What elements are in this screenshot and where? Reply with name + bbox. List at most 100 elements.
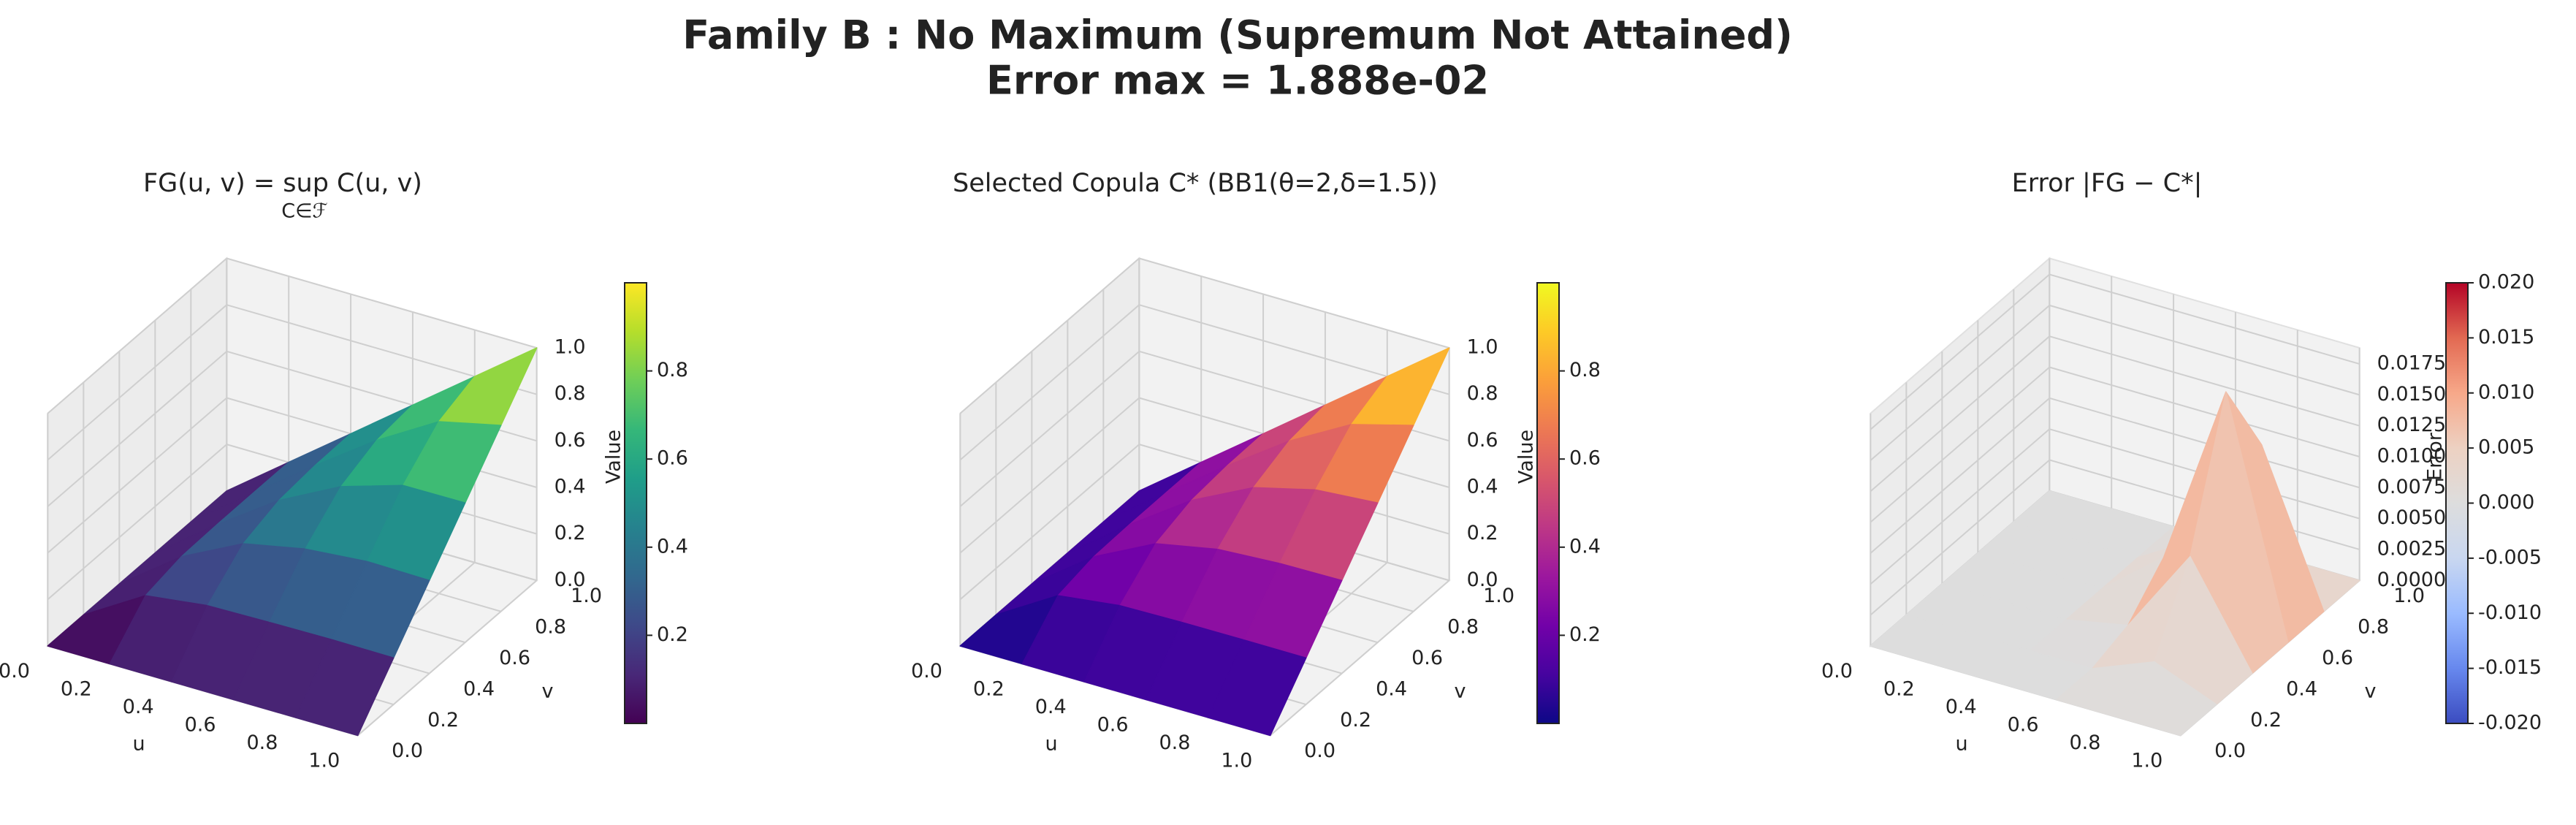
x-tick-label: 1.0 — [2131, 750, 2162, 772]
x-tick-label: 0.4 — [1946, 696, 1977, 718]
x-axis-label: u — [1955, 732, 1967, 755]
colorbar — [624, 282, 647, 724]
z-tick-label: 0.6 — [555, 429, 586, 452]
x-tick-label: 0.6 — [1097, 714, 1129, 737]
surface-patch — [1208, 639, 1307, 737]
y-tick-label: 0.8 — [2358, 615, 2389, 638]
y-axis-label: v — [541, 680, 553, 703]
colorbar-tick-label: 0.020 — [2478, 271, 2534, 294]
y-tick-label: 1.0 — [2393, 585, 2425, 607]
y-tick-label: 0.8 — [1447, 615, 1479, 638]
z-tick-label: 0.2 — [1467, 522, 1498, 544]
x-tick-label: 0.2 — [1883, 678, 1915, 701]
colorbar-tick-label: 0.005 — [2478, 436, 2534, 459]
y-tick-label: 0.2 — [427, 709, 459, 731]
z-tick-label: 0.8 — [1467, 382, 1498, 405]
z-tick-label: 1.0 — [555, 336, 586, 359]
x-tick-label: 1.0 — [1221, 750, 1252, 772]
z-tick-label: 0.2 — [555, 522, 586, 544]
colorbar-tick-label: 0.4 — [657, 535, 688, 558]
grid-line — [1139, 257, 1449, 349]
colorbar-tick-label: 0.6 — [1569, 447, 1601, 470]
z-tick-label: 0.0000 — [2377, 569, 2446, 591]
y-tick-label: 0.0 — [1304, 740, 1335, 762]
y-tick-label: 0.0 — [2214, 740, 2246, 762]
z-tick-label: 0.4 — [555, 475, 586, 498]
colorbar-tick-label: -0.005 — [2478, 546, 2542, 569]
x-tick-label: 0.2 — [61, 678, 92, 701]
x-tick-label: 0.8 — [2069, 731, 2100, 754]
grid-line — [959, 444, 1140, 601]
colorbar-tick-label: -0.010 — [2478, 601, 2542, 624]
x-tick-label: 0.6 — [2008, 714, 2039, 737]
x-tick-label: 0.0 — [0, 660, 30, 683]
grid-line — [226, 257, 537, 349]
grid-line — [959, 351, 1140, 507]
colorbar-tick-label: -0.015 — [2478, 656, 2542, 679]
surface-patch — [295, 639, 395, 737]
colorbar-tick-label: 0.4 — [1569, 535, 1601, 558]
grid-line — [47, 351, 227, 507]
grid-line — [2049, 397, 2360, 489]
z-tick-label: 0.0050 — [2377, 506, 2446, 529]
y-tick-label: 0.4 — [2286, 677, 2317, 700]
y-axis-label: v — [2364, 680, 2376, 703]
grid-line — [1870, 428, 2050, 585]
panel-title: Selected Copula C* (BB1(θ=2,δ=1.5)) — [953, 169, 1438, 198]
x-tick-label: 0.2 — [973, 678, 1005, 701]
y-tick-label: 1.0 — [571, 585, 602, 607]
z-tick-label: 0.0175 — [2377, 352, 2446, 375]
colorbar-tick-label: 0.8 — [1569, 359, 1601, 381]
panel-title: Error |FG − C*| — [2012, 169, 2203, 198]
y-tick-label: 0.4 — [1376, 677, 1407, 700]
colorbar-tick-label: 0.8 — [657, 359, 688, 381]
grid-line — [1870, 273, 2050, 430]
colorbar-tick-label: 0.2 — [657, 623, 688, 646]
colorbar — [1536, 282, 1560, 724]
grid-line — [2049, 366, 2360, 457]
y-tick-label: 0.8 — [535, 615, 566, 638]
grid-line — [47, 257, 227, 414]
grid-line — [2049, 335, 2360, 427]
panel-title-sub: C∈ℱ — [281, 200, 328, 223]
z-tick-label: 0.0075 — [2377, 476, 2446, 498]
colorbar-label: Value — [603, 430, 625, 484]
z-tick-label: 0.0100 — [2377, 445, 2446, 468]
grid-line — [2049, 304, 2360, 396]
z-tick-label: 0.0025 — [2377, 537, 2446, 560]
y-tick-label: 0.6 — [1411, 647, 1443, 669]
y-tick-label: 0.2 — [1340, 709, 1371, 731]
grid-line — [357, 579, 538, 737]
figure-title: Family B : No Maximum (Supremum Not Atta… — [682, 12, 1793, 58]
grid-line — [1870, 366, 2050, 523]
y-tick-label: 0.2 — [2250, 709, 2282, 731]
grid-line — [1870, 459, 2050, 616]
grid-line — [959, 257, 1140, 414]
x-axis-label: u — [132, 732, 145, 755]
grid-line — [47, 304, 227, 461]
z-tick-label: 0.6 — [1467, 429, 1498, 452]
grid-line — [1870, 335, 2050, 493]
x-tick-label: 0.8 — [1159, 731, 1190, 754]
x-tick-label: 0.0 — [1821, 660, 1853, 683]
z-tick-label: 0.0125 — [2377, 414, 2446, 436]
y-axis-label: v — [1454, 680, 1466, 703]
x-tick-label: 0.4 — [123, 696, 154, 718]
z-tick-label: 0.0 — [1467, 569, 1498, 591]
grid-line — [1870, 305, 2050, 461]
x-tick-label: 0.0 — [911, 660, 942, 683]
x-tick-label: 1.0 — [308, 750, 340, 772]
grid-line — [1870, 398, 2050, 554]
grid-line — [959, 397, 1140, 554]
x-axis-label: u — [1045, 732, 1057, 755]
panel-title: FG(u, v) = sup C(u, v) — [143, 169, 422, 198]
z-tick-label: 0.0150 — [2377, 383, 2446, 406]
colorbar-tick-label: 0.010 — [2478, 381, 2534, 403]
colorbar-tick-label: 0.2 — [1569, 623, 1601, 646]
surface-patch — [2118, 661, 2217, 737]
colorbar-tick-label: 0.000 — [2478, 491, 2534, 514]
y-tick-label: 0.0 — [392, 740, 423, 762]
colorbar-tick-label: 0.6 — [657, 447, 688, 470]
y-tick-label: 0.6 — [499, 647, 530, 669]
